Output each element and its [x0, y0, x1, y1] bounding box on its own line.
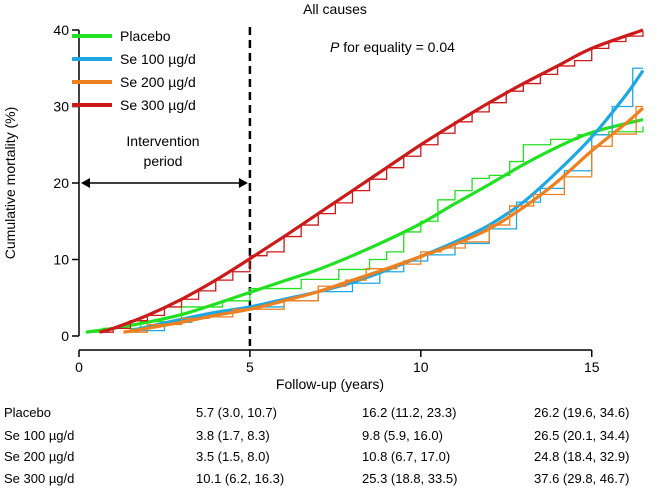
p-value-annotation: P for equality = 0.04: [330, 39, 455, 55]
intervention-arrow-right-head: [238, 178, 248, 188]
table-cell: 24.8 (18.4, 32.9): [534, 449, 630, 464]
table-cell: 37.6 (29.8, 46.7): [534, 471, 630, 486]
table-row: Placebo 5.7 (3.0, 10.7) 16.2 (11.2, 23.3) 2…: [0, 405, 657, 425]
table-cell: 10.8 (6.7, 17.0): [362, 449, 451, 464]
table-row: Se 100 µg/d 3.8 (1.7, 8.3) 9.8 (5.9, 16.0)…: [0, 428, 657, 448]
table-cell: 3.5 (1.5, 8.0): [196, 449, 270, 464]
x-tick-label-5: 5: [246, 359, 254, 375]
se-200-g-d-km-steps: [123, 105, 643, 333]
y-tick-label-0: 0: [61, 328, 69, 344]
y-tick-label-20: 20: [53, 175, 69, 191]
y-tick-label-10: 10: [53, 252, 69, 268]
row-label: Se 300 µg/d: [4, 471, 75, 486]
legend: Placebo Se 100 µg/d Se 200 µg/d Se 300 µg/d: [72, 28, 196, 113]
se-200-g-d-smooth-curve: [123, 106, 645, 334]
x-tick-label-10: 10: [413, 359, 429, 375]
table-cell: 26.2 (19.6, 34.6): [534, 405, 630, 420]
p-symbol: P: [330, 39, 340, 55]
x-axis-label: Follow-up (years): [276, 376, 384, 392]
table-cell: 9.8 (5.9, 16.0): [362, 428, 443, 443]
legend-label-se-200-g-d: Se 200 µg/d: [120, 74, 196, 90]
legend-label-placebo: Placebo: [120, 28, 171, 44]
p-value-text: for equality = 0.04: [339, 39, 455, 55]
y-tick-label-40: 40: [53, 22, 69, 38]
y-axis-label: Cumulative mortality (%): [2, 107, 18, 259]
legend-label-se-100-g-d: Se 100 µg/d: [120, 51, 196, 67]
table-cell: 10.1 (6.2, 16.3): [196, 471, 285, 486]
table-cell: 3.8 (1.7, 8.3): [196, 428, 270, 443]
y-tick-label-30: 30: [53, 99, 69, 115]
mortality-chart: All causes P for equality = 0.04 Interve…: [2, 1, 645, 392]
table-cell: 26.5 (20.1, 34.4): [534, 428, 630, 443]
intervention-label-line2: period: [144, 153, 183, 169]
table-cell: 16.2 (11.2, 23.3): [362, 405, 457, 420]
table-cell: 25.3 (18.8, 33.5): [362, 471, 458, 486]
placebo-smooth-curve: [85, 117, 644, 334]
row-label: Se 200 µg/d: [4, 449, 75, 464]
row-label: Placebo: [4, 405, 51, 420]
legend-label-se-300-g-d: Se 300 µg/d: [120, 97, 196, 113]
intervention-label-line1: Intervention: [126, 133, 199, 149]
se-100-g-d-smooth-curve: [129, 69, 645, 333]
x-tick-label-0: 0: [75, 359, 83, 375]
placebo-km-steps: [85, 126, 644, 333]
se-300-g-d-smooth-curve: [99, 28, 644, 334]
table-cell: 5.7 (3.0, 10.7): [196, 405, 277, 420]
row-label: Se 100 µg/d: [4, 428, 75, 443]
table-row: Se 300 µg/d 10.1 (6.2, 16.3) 25.3 (18.8, 3…: [0, 471, 657, 491]
table-row: Se 200 µg/d 3.5 (1.5, 8.0) 10.8 (6.7, 17.0…: [0, 449, 657, 469]
chart-title: All causes: [303, 1, 367, 17]
intervention-arrow-left-head: [81, 178, 90, 188]
x-tick-label-15: 15: [584, 359, 600, 375]
